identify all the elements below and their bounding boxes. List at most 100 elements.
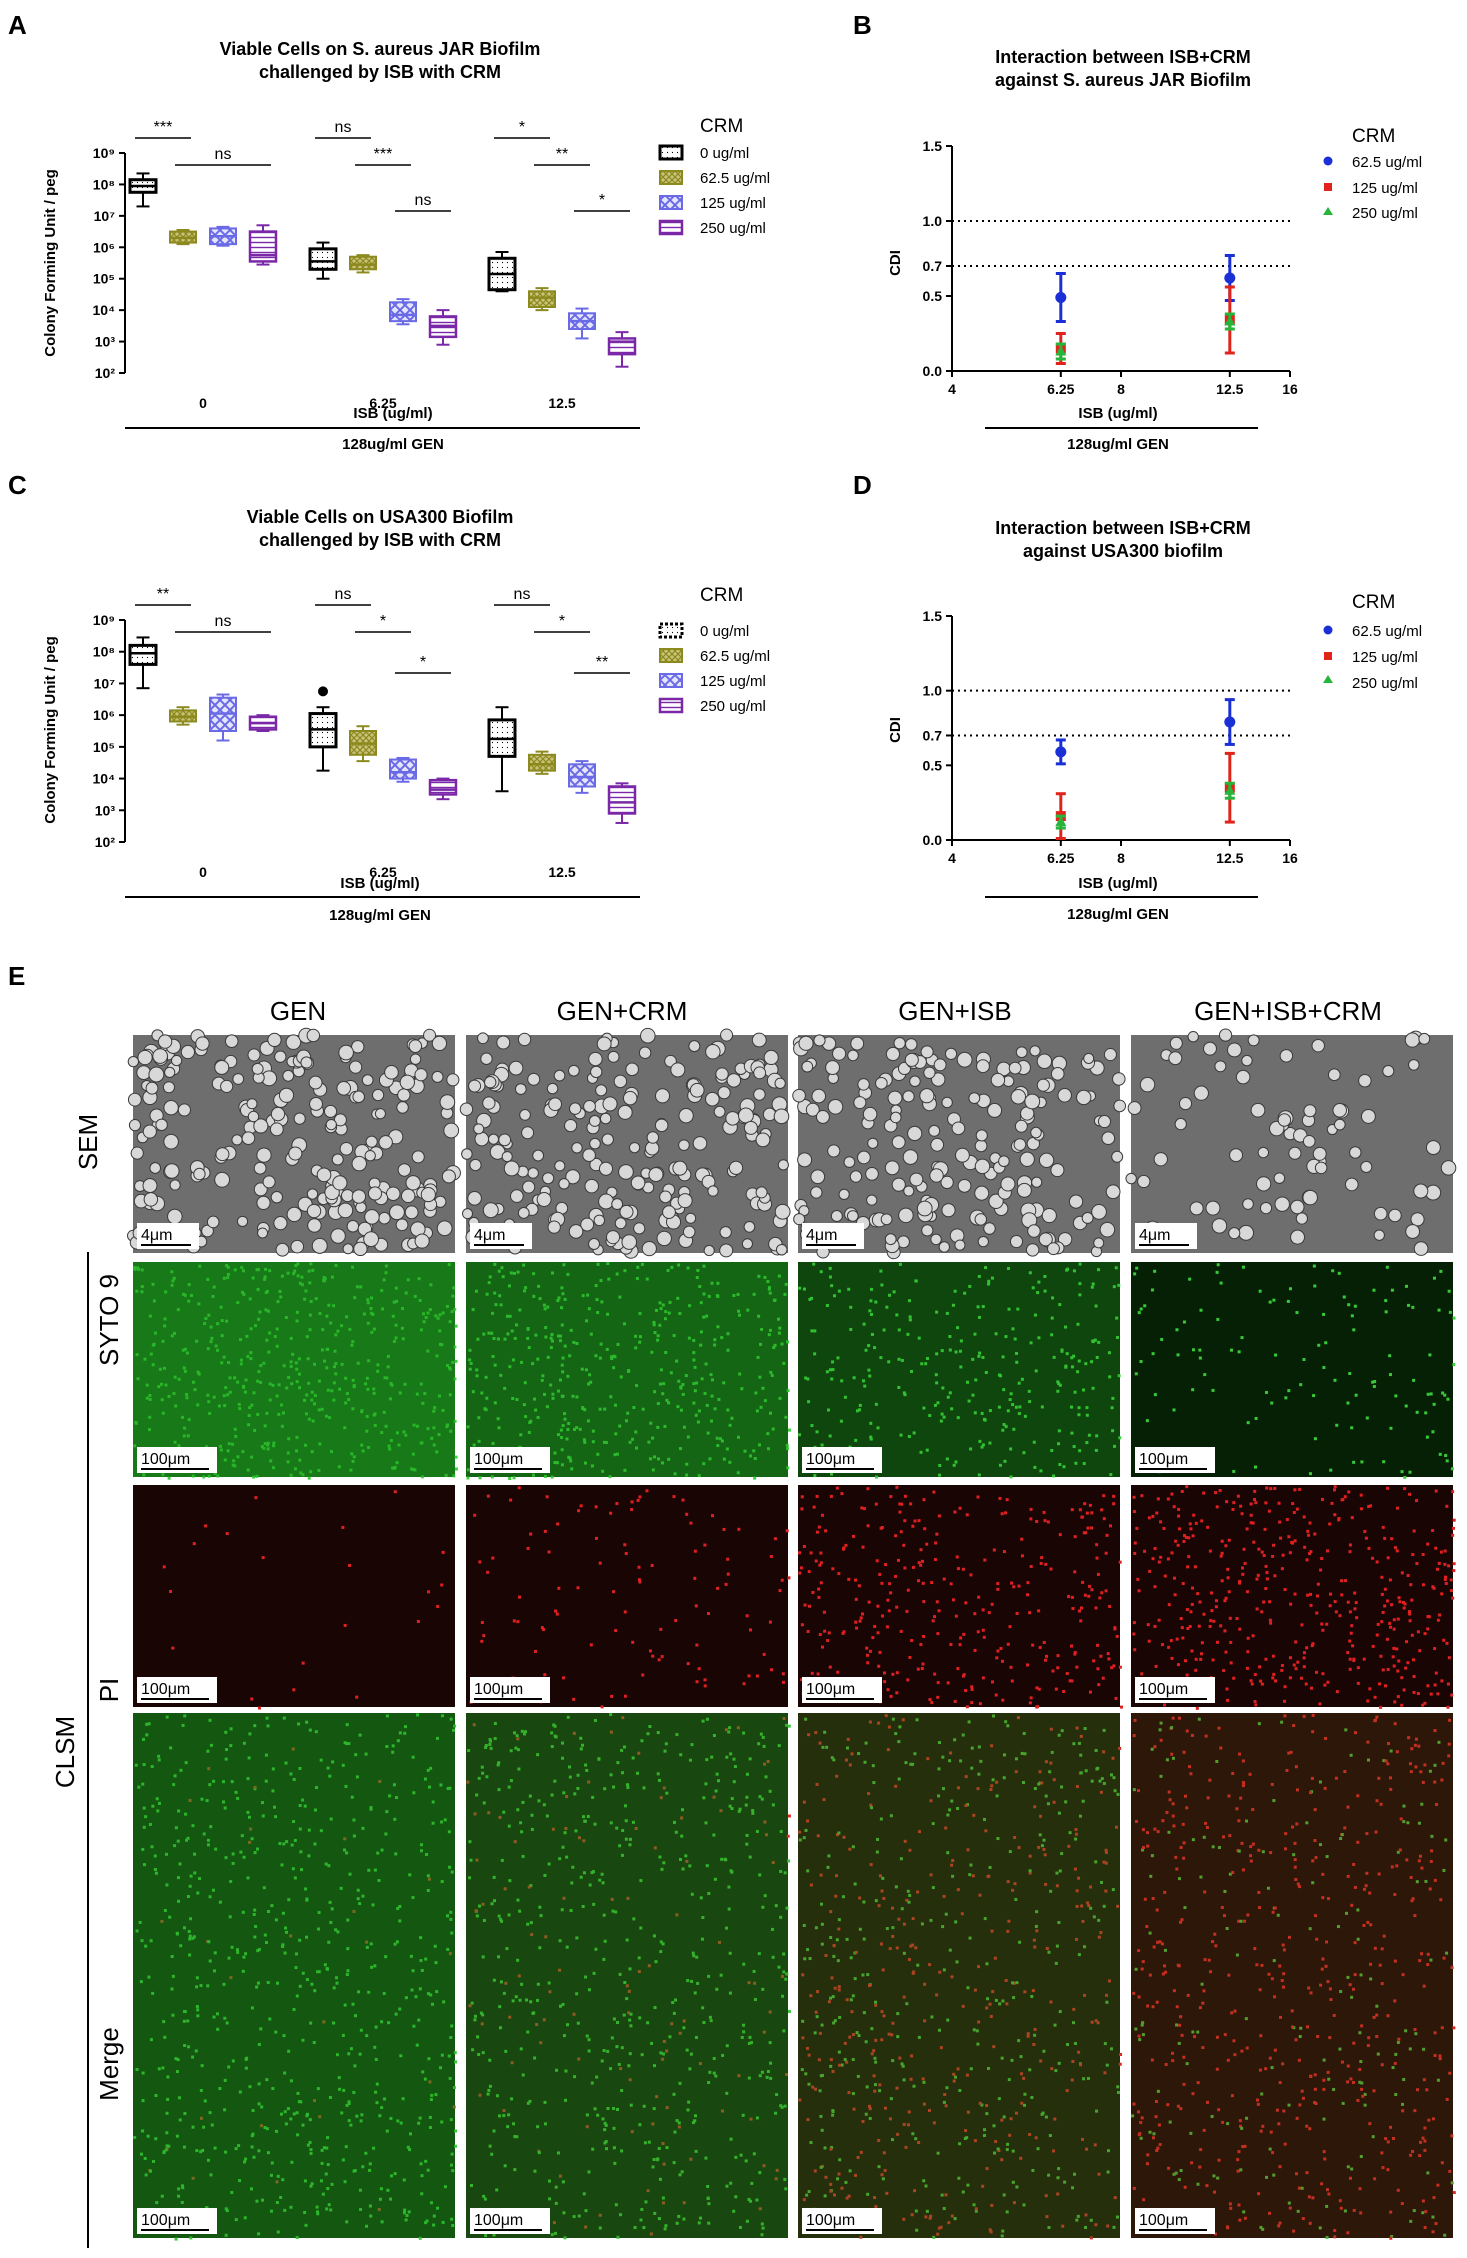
y-tick-label: 0.7 (923, 258, 943, 274)
box-plot (248, 224, 278, 266)
box-plot (308, 241, 338, 280)
scale-bar-label: 4μm (1139, 1227, 1170, 1244)
col-header-gen-isb: GEN+ISB (898, 996, 1011, 1026)
legend-d-marker-1 (1324, 652, 1332, 660)
significance-label: * (559, 613, 565, 630)
chart-c-title-line1: Viable Cells on USA300 Biofilm (247, 507, 514, 527)
micrograph-sem: 4μm (1125, 1028, 1457, 1256)
chart-a: Viable Cells on S. aureus JAR Biofilm ch… (42, 39, 640, 453)
cdi-point (1224, 698, 1236, 746)
micrograph-background (1131, 1035, 1453, 1253)
legend-a-swatch-0 (658, 144, 684, 161)
marker-circle (1224, 272, 1236, 284)
significance-label: *** (374, 146, 393, 163)
box-plot (248, 714, 278, 732)
box-iqr (128, 643, 158, 666)
legend-c-item-1: 62.5 ug/ml (700, 648, 770, 665)
legend-c-item-0: 0 ug/ml (700, 623, 749, 640)
box-iqr (308, 247, 338, 271)
chart-c-ylabel: Colony Forming Unit / peg (42, 636, 59, 824)
row-label-sem: SEM (73, 1114, 103, 1170)
outlier-point (318, 686, 328, 697)
chart-c-title-line2: challenged by ISB with CRM (259, 530, 501, 550)
micrograph-sem: 4μm (126, 1027, 461, 1257)
box-plot (528, 750, 556, 775)
significance-label: ns (514, 586, 531, 603)
box-plot (487, 251, 517, 293)
box-plot (349, 725, 377, 763)
y-tick-label: 10⁶ (93, 239, 115, 255)
micrograph-texture (126, 1027, 461, 1257)
col-header-gen: GEN (270, 996, 326, 1026)
row-label-clsm: CLSM (50, 1716, 80, 1788)
scale-bar-label: 100μm (1139, 2212, 1188, 2229)
chart-a-ylabel: Colony Forming Unit / peg (42, 169, 59, 357)
chart-a-title-line2: challenged by ISB with CRM (259, 62, 501, 82)
panel-letter-e: E (8, 961, 25, 991)
y-tick-label: 1.5 (923, 138, 943, 154)
chart-b-xlabel: ISB (ug/ml) (1078, 405, 1157, 422)
micrograph-texture (1131, 1713, 1456, 2240)
x-tick-label: 12.5 (548, 864, 575, 880)
panel-letter-a: A (8, 10, 27, 40)
col-header-gen-crm: GEN+CRM (557, 996, 688, 1026)
significance-label: * (599, 192, 605, 209)
micrograph-background (466, 1485, 788, 1707)
scale-bar-label: 4μm (141, 1227, 172, 1244)
box-iqr (428, 778, 458, 796)
box-plot (169, 706, 197, 726)
legend-c-title: CRM (700, 585, 743, 606)
micrograph-merge: 100μm (133, 1713, 457, 2241)
y-tick-label: 10⁷ (94, 675, 116, 691)
scale-bar-label: 100μm (141, 2212, 190, 2229)
micrograph-background (1131, 1485, 1453, 1707)
y-tick-label: 10⁴ (93, 302, 116, 318)
legend-b-item-0: 62.5 ug/ml (1352, 154, 1422, 171)
legend-b-item-1: 125 ug/ml (1352, 180, 1418, 197)
scale-bar-label: 100μm (1139, 1451, 1188, 1468)
scale-bar-label: 100μm (1139, 1681, 1188, 1698)
micrograph-texture (1133, 1263, 1456, 1479)
legend-a-item-2: 125 ug/ml (700, 195, 766, 212)
scale-bar-label: 100μm (806, 2212, 855, 2229)
legend-a-swatch-3 (658, 219, 684, 236)
scale-bar-label: 100μm (141, 1681, 190, 1698)
scale-bar-label: 100μm (806, 1681, 855, 1698)
box-plot (568, 307, 596, 340)
scale-bar-label: 4μm (474, 1227, 505, 1244)
panel-e: GEN GEN+CRM GEN+ISB GEN+ISB+CRM SEM SYTO… (50, 996, 1457, 2248)
x-tick-label: 6.25 (369, 864, 396, 880)
x-tick-label: 16 (1282, 850, 1298, 866)
micrograph-pi: 100μm (1131, 1485, 1456, 1710)
cdi-point (1224, 312, 1236, 331)
significance-label: * (380, 613, 386, 630)
legend-b-marker-2 (1323, 207, 1333, 215)
scale-bar-label: 100μm (806, 1451, 855, 1468)
box-plot (568, 760, 596, 794)
significance-label: ns (215, 613, 232, 630)
legend-b-title: CRM (1352, 126, 1395, 147)
micrograph-background (798, 1035, 1120, 1253)
micrograph-texture (798, 1485, 1123, 1709)
micrograph-merge: 100μm (466, 1713, 791, 2240)
box-plot (389, 756, 417, 783)
micrograph-background (1131, 1713, 1453, 2238)
scale-bar-label: 100μm (474, 2212, 523, 2229)
box-plot (209, 693, 237, 742)
micrograph-pi: 100μm (798, 1485, 1123, 1709)
box-iqr (349, 255, 377, 271)
micrograph-sem: 4μm (792, 1034, 1127, 1260)
micrograph-texture (798, 1714, 1123, 2240)
row-label-syto9: SYTO 9 (94, 1274, 124, 1366)
legend-a-item-0: 0 ug/ml (700, 145, 749, 162)
micrograph-texture (1125, 1028, 1457, 1256)
marker-circle (1055, 292, 1067, 303)
micrograph-texture (469, 1486, 791, 1709)
chart-a-title-line1: Viable Cells on S. aureus JAR Biofilm (220, 39, 541, 59)
chart-b-title-line2: against S. aureus JAR Biofilm (995, 70, 1251, 90)
chart-c-bracket-label: 128ug/ml GEN (329, 907, 431, 924)
micrograph-pi: 100μm (133, 1485, 455, 1710)
micrograph-sem: 4μm (459, 1027, 791, 1259)
micrograph-texture (459, 1027, 791, 1259)
